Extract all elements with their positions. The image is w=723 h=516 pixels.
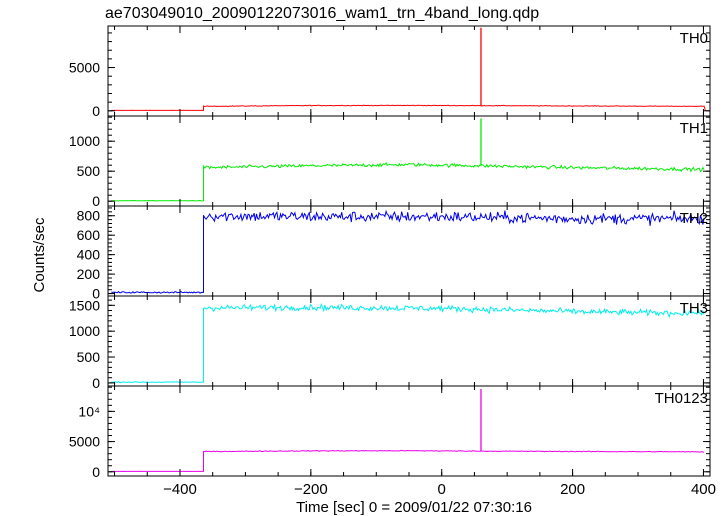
x-axis: −400 −200 0 200 400: [163, 481, 716, 498]
x-tick-label: 200: [560, 481, 585, 498]
panel-th0: 0 5000 TH0: [69, 25, 711, 119]
series-line-th2: [111, 209, 705, 294]
panel-frame: [107, 115, 711, 207]
y-tick-label: 5000: [69, 434, 100, 450]
chart-title: ae703049010_20090122073016_wam1_trn_4ban…: [105, 5, 539, 22]
x-tick-label: −400: [163, 481, 197, 498]
series-line-th3: [111, 303, 705, 384]
y-tick-label: 0: [92, 375, 100, 391]
y-tick-label: 10⁴: [78, 403, 100, 419]
y-axis-label: Counts/sec: [31, 217, 48, 293]
panel-th0123: 0 5000 10⁴ TH0123: [69, 385, 711, 480]
panel-th3: 0 500 1000 1500 TH3: [69, 295, 711, 391]
y-tick-label: 0: [92, 286, 100, 302]
y-tick-label: 1000: [69, 323, 100, 339]
series-line-th0: [111, 104, 706, 111]
panel-th1: 0 500 1000 TH1: [69, 115, 711, 209]
panel-label-th2: TH2: [680, 210, 708, 227]
x-tick-label: −200: [294, 481, 328, 498]
y-tick-label: 5000: [69, 60, 100, 76]
x-tick-label: 400: [691, 481, 716, 498]
panel-label-th1: TH1: [680, 120, 708, 137]
panel-label-th0123: TH0123: [655, 390, 708, 407]
y-tick-label: 600: [77, 227, 101, 243]
series-line-th0123: [111, 449, 705, 473]
y-tick-label: 500: [77, 163, 101, 179]
y-tick-label: 200: [77, 266, 101, 282]
x-tick-label: 0: [438, 481, 446, 498]
series-line-th1: [111, 161, 705, 202]
x-axis-label: Time [sec] 0 = 2009/01/22 07:30:16: [296, 499, 532, 516]
panel-frame: [107, 295, 711, 387]
y-tick-label: 0: [92, 103, 100, 119]
panel-frame: [107, 385, 711, 477]
panels: 0 5000 TH0 0 500 1000 TH1 0 200 400 600 800 TH2 0 500 1…: [69, 25, 711, 480]
panel-th2: 0 200 400 600 800 TH2: [77, 205, 711, 302]
panel-frame: [107, 25, 711, 117]
y-tick-label: 800: [77, 208, 101, 224]
y-tick-label: 400: [77, 247, 101, 263]
y-tick-label: 500: [77, 349, 101, 365]
y-tick-label: 0: [92, 193, 100, 209]
panel-label-th0: TH0: [680, 30, 708, 47]
y-tick-label: 1000: [69, 133, 100, 149]
y-tick-label: 0: [92, 464, 100, 480]
y-tick-label: 1500: [69, 297, 100, 313]
panel-label-th3: TH3: [680, 300, 708, 317]
